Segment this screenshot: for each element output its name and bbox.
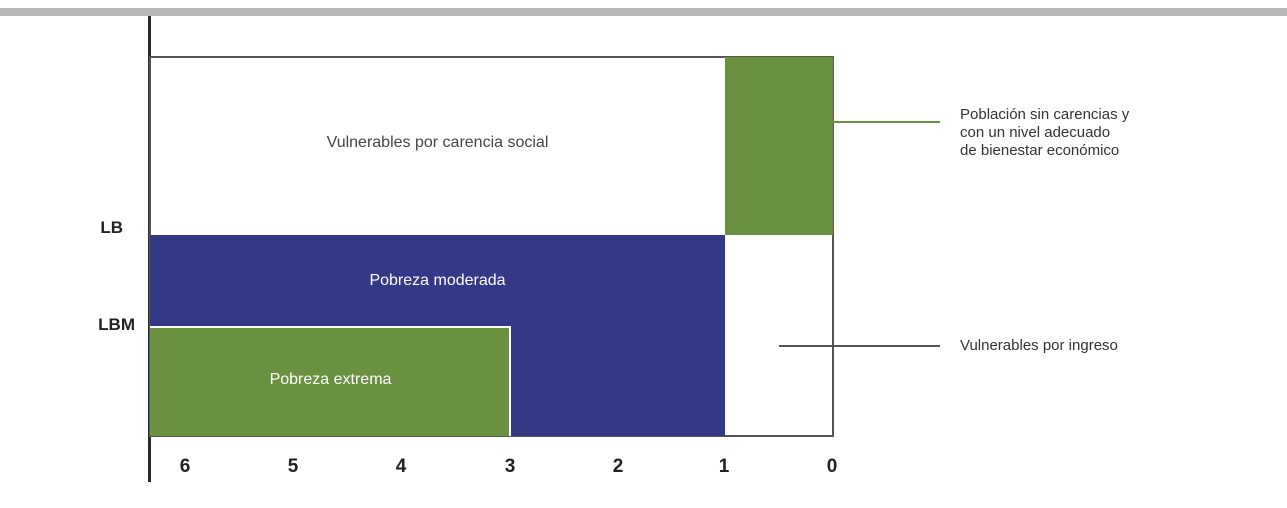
x-tick: 4 bbox=[395, 456, 407, 477]
annotation-no-deficiencies: Población sin carencias y con un nivel a… bbox=[960, 106, 1129, 160]
label-moderate-poverty: Pobreza moderada bbox=[369, 272, 506, 289]
x-tick: 1 bbox=[718, 456, 730, 477]
annotation-line: de bienestar económico bbox=[960, 142, 1120, 159]
annotation-line: Vulnerables por ingreso bbox=[960, 337, 1118, 354]
connector-line-vulnerable-income bbox=[779, 345, 940, 347]
connector-line-no-deficiencies bbox=[832, 121, 940, 123]
top-divider-bar bbox=[0, 8, 1287, 16]
region-no-deficiencies bbox=[725, 57, 833, 235]
x-tick: 6 bbox=[179, 456, 191, 477]
label-vulnerable-social: Vulnerables por carencia social bbox=[326, 134, 549, 151]
y-label-lb: LB bbox=[100, 218, 123, 237]
x-tick: 5 bbox=[287, 456, 299, 477]
annotation-vulnerable-income: Vulnerables por ingreso bbox=[960, 337, 1118, 355]
x-tick: 0 bbox=[826, 456, 838, 477]
x-tick: 2 bbox=[612, 456, 624, 477]
annotation-line: Población sin carencias y bbox=[960, 106, 1130, 123]
annotation-line: con un nivel adecuado bbox=[960, 124, 1111, 141]
label-extreme-poverty: Pobreza extrema bbox=[269, 371, 392, 388]
x-tick: 3 bbox=[504, 456, 516, 477]
y-label-lbm: LBM bbox=[98, 315, 135, 334]
region-extreme-poverty bbox=[150, 326, 511, 436]
